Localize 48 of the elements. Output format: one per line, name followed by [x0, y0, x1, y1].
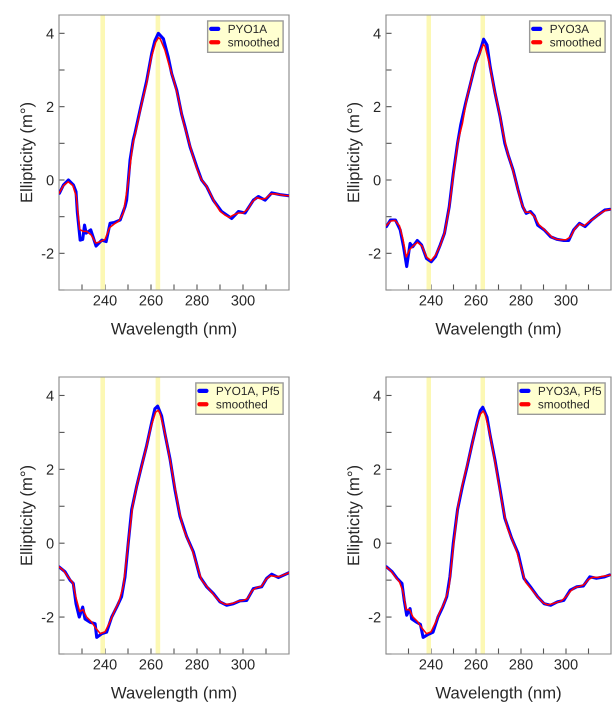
y-tick-label: 4: [373, 390, 381, 401]
y-tick-label: 4: [373, 28, 381, 39]
y-tick-label: 0: [374, 538, 381, 549]
x-axis-title: Wavelength (nm): [110, 322, 236, 338]
x-axis-title: Wavelength (nm): [435, 686, 561, 702]
legend-label: smoothed: [538, 400, 589, 408]
y-tick-label: 0: [46, 175, 54, 186]
y-tick-label: -2: [42, 248, 54, 259]
x-axis-title: Wavelength (nm): [110, 686, 236, 702]
x-tick-label: 280: [510, 659, 533, 670]
x-tick-label: 260: [464, 295, 488, 306]
x-axis-title: Wavelength (nm): [435, 322, 561, 338]
x-tick-label: 240: [94, 659, 117, 670]
y-axis-title: Ellipticity (m°): [20, 102, 36, 202]
x-tick-label: 260: [464, 659, 488, 670]
legend-label: smoothed: [550, 38, 601, 46]
y-tick-label: 4: [46, 28, 54, 39]
legend-label: PYO1A, Pf5: [216, 386, 280, 397]
x-tick-label: 300: [231, 295, 255, 306]
x-tick-label: 280: [186, 659, 209, 670]
x-tick-label: 260: [140, 659, 163, 670]
x-tick-label: 240: [420, 295, 443, 306]
x-tick-label: 240: [94, 295, 117, 306]
legend-label: PYO1A: [228, 24, 268, 34]
y-tick-label: 2: [374, 464, 380, 475]
y-tick-label: -2: [368, 248, 380, 259]
y-tick-label: 0: [374, 175, 381, 186]
y-tick-label: -2: [42, 612, 54, 622]
x-tick-label: 260: [140, 295, 163, 306]
y-tick-label: 2: [46, 464, 54, 475]
x-tick-label: 280: [186, 295, 209, 306]
y-axis-title: Ellipticity (m°): [347, 102, 363, 202]
y-tick-label: 0: [46, 538, 54, 549]
x-tick-label: 300: [231, 659, 255, 670]
y-tick-label: 2: [374, 102, 380, 112]
y-tick-label: -2: [368, 612, 380, 622]
x-tick-label: 240: [420, 659, 443, 670]
y-tick-label: 2: [46, 102, 54, 112]
y-tick-label: 4: [46, 390, 54, 401]
x-tick-label: 300: [554, 659, 578, 670]
legend-label: PYO3A: [550, 24, 590, 34]
x-tick-label: 280: [510, 295, 533, 306]
y-axis-title: Ellipticity (m°): [347, 466, 363, 565]
legend-label: smoothed: [228, 38, 279, 46]
x-tick-label: 300: [554, 295, 578, 306]
legend-label: PYO3A, Pf5: [538, 386, 602, 397]
legend-label: smoothed: [216, 400, 267, 408]
y-axis-title: Ellipticity (m°): [20, 466, 36, 565]
